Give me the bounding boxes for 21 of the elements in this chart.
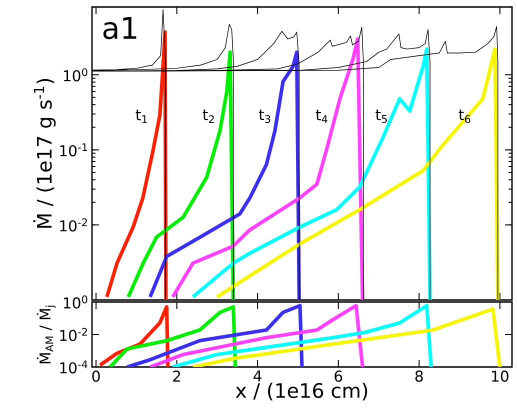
chart-title: a1 (103, 16, 136, 40)
y-tick-label: 10$^{-1}$ (60, 143, 88, 156)
series-label: t$_{3}$ (258, 110, 270, 124)
y-tick-label: 10$^{-4}$ (60, 360, 88, 374)
series-label: t$_{4}$ (316, 110, 328, 123)
y-tick-label: 10$^{-2}$ (60, 218, 87, 232)
series-label: t$_{1}$ (136, 110, 147, 123)
y-tick-label: 10$^{-2}$ (60, 328, 87, 342)
y-axis-title: Ṁ$_{AM}$ / Ṁ$_{j}$ (36, 306, 56, 364)
y-axis-title: Ṁ / (1e17 g s$^{-1}$) (33, 78, 56, 228)
y-tick-label: 10$^{0}$ (64, 295, 88, 309)
y-tick-label: 10$^{0}$ (64, 68, 88, 82)
x-tick-label: 6 (334, 370, 342, 382)
x-tick-label: 0 (92, 370, 100, 382)
x-tick-label: 10 (492, 370, 508, 382)
x-tick-label: 8 (415, 370, 423, 382)
x-axis-title: x / (1e16 cm) (236, 382, 368, 400)
series-label: t$_{2}$ (202, 110, 214, 123)
series-label: t$_{5}$ (376, 110, 387, 123)
x-tick-label: 4 (254, 370, 262, 382)
x-tick-label: 2 (173, 370, 180, 382)
